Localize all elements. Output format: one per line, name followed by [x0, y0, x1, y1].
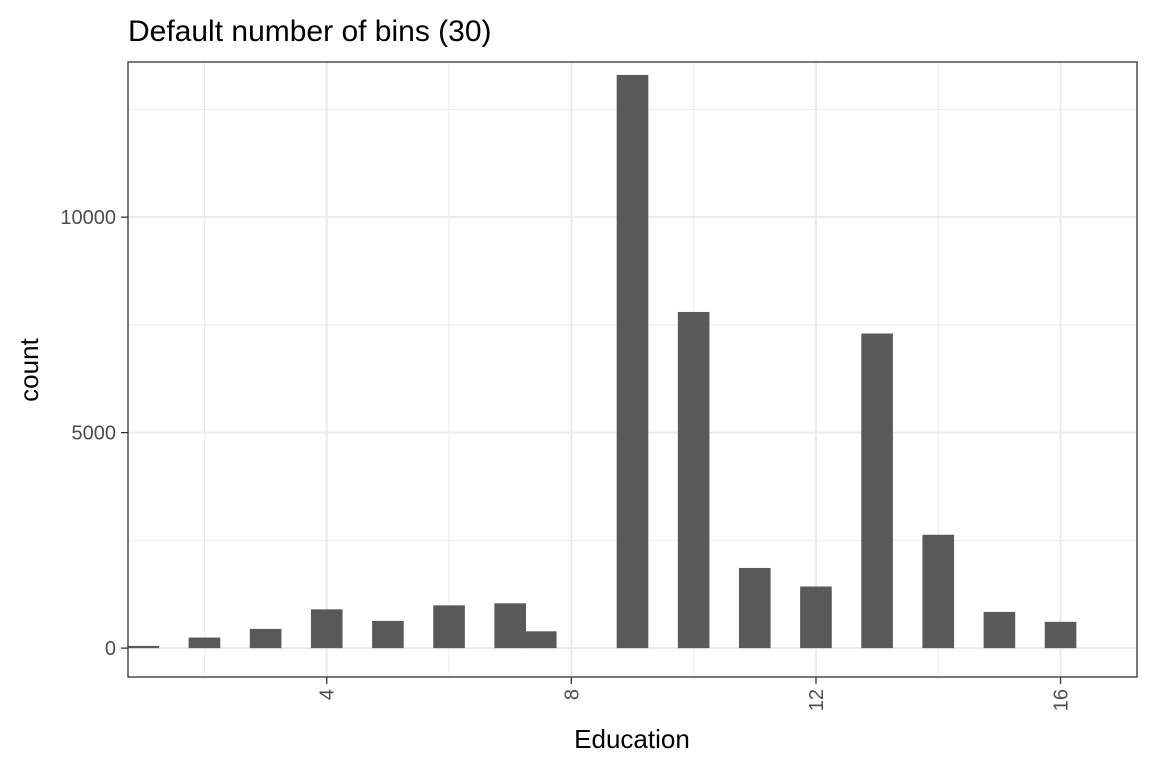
histogram-bar [1044, 621, 1077, 649]
histogram-bar [310, 609, 343, 649]
chart-title: Default number of bins (30) [128, 15, 492, 48]
x-axis-ticks: 4 8 12 16 [317, 677, 1073, 711]
histogram-bar [127, 645, 160, 649]
x-tick-label: 8 [561, 689, 583, 700]
histogram-bars [127, 74, 1077, 649]
histogram-bar [738, 567, 771, 649]
x-axis-title: Education [574, 724, 690, 754]
histogram-bar [524, 631, 557, 649]
histogram-bar [249, 628, 282, 649]
y-axis-ticks: 0 5000 10000 [60, 207, 128, 660]
histogram-bar [616, 74, 649, 649]
histogram-bar [372, 620, 404, 649]
histogram-bar [861, 333, 893, 649]
y-tick-label: 5000 [72, 423, 117, 445]
histogram-bar [677, 311, 710, 649]
histogram-bar [922, 534, 955, 649]
histogram-bar [800, 586, 832, 649]
histogram-bar [983, 611, 1016, 649]
plot-border [127, 61, 1138, 678]
histogram-bar [494, 603, 527, 649]
y-tick-label: 0 [105, 638, 116, 660]
x-tick-label: 4 [317, 689, 339, 700]
y-tick-label: 10000 [60, 207, 116, 229]
histogram-bar [433, 605, 465, 649]
histogram-bar [188, 637, 221, 649]
y-axis-title: count [14, 337, 44, 401]
x-tick-label: 16 [1051, 689, 1073, 711]
x-tick-label: 12 [806, 689, 828, 711]
